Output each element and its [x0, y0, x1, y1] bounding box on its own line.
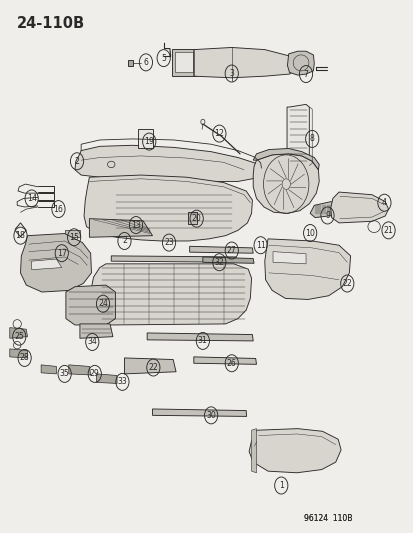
Text: 30: 30 — [206, 411, 216, 420]
Polygon shape — [31, 259, 62, 270]
Polygon shape — [64, 230, 80, 237]
Polygon shape — [84, 175, 252, 241]
Text: 96124  110B: 96124 110B — [303, 514, 351, 523]
Text: 9: 9 — [324, 211, 329, 220]
Polygon shape — [147, 333, 253, 341]
Polygon shape — [89, 219, 152, 237]
Text: 25: 25 — [14, 332, 24, 341]
Polygon shape — [41, 365, 56, 374]
Text: 11: 11 — [255, 241, 265, 250]
Text: 24: 24 — [98, 299, 108, 308]
Polygon shape — [264, 239, 350, 300]
Polygon shape — [188, 212, 196, 224]
Polygon shape — [75, 146, 260, 181]
Text: 22: 22 — [148, 363, 158, 372]
Polygon shape — [96, 374, 117, 383]
Polygon shape — [21, 233, 91, 292]
Text: 13: 13 — [131, 221, 141, 230]
Polygon shape — [152, 409, 246, 416]
Text: 20: 20 — [191, 214, 201, 223]
Polygon shape — [111, 256, 236, 262]
Text: 31: 31 — [197, 336, 207, 345]
Polygon shape — [175, 52, 192, 72]
Text: 96124  110B: 96124 110B — [303, 514, 351, 523]
Text: 23: 23 — [164, 238, 173, 247]
Polygon shape — [189, 246, 253, 253]
Text: 14: 14 — [26, 194, 37, 203]
Polygon shape — [10, 349, 27, 358]
Text: 8: 8 — [309, 134, 314, 143]
Text: 16: 16 — [53, 205, 63, 214]
Text: 12: 12 — [214, 129, 224, 138]
Polygon shape — [202, 257, 254, 263]
Polygon shape — [287, 51, 313, 75]
Text: 34: 34 — [87, 337, 97, 346]
Polygon shape — [309, 201, 339, 217]
Text: 3: 3 — [229, 69, 234, 78]
Text: 28: 28 — [20, 353, 29, 362]
Text: 19: 19 — [144, 137, 154, 146]
Text: 27: 27 — [226, 246, 236, 255]
Polygon shape — [107, 177, 133, 185]
Polygon shape — [251, 429, 256, 473]
Polygon shape — [253, 149, 318, 169]
Polygon shape — [128, 60, 133, 66]
Polygon shape — [249, 429, 340, 473]
Text: 29: 29 — [90, 369, 100, 378]
Text: 32: 32 — [214, 258, 224, 266]
Text: 21: 21 — [383, 226, 392, 235]
Text: 2: 2 — [122, 237, 127, 246]
Polygon shape — [90, 264, 251, 325]
Polygon shape — [253, 154, 318, 213]
Polygon shape — [66, 285, 115, 325]
Text: 6: 6 — [143, 58, 148, 67]
Text: 35: 35 — [59, 369, 69, 378]
Text: 33: 33 — [117, 377, 127, 386]
Text: 1: 1 — [278, 481, 283, 490]
Polygon shape — [286, 104, 309, 166]
Text: 5: 5 — [161, 54, 166, 62]
Text: 26: 26 — [226, 359, 236, 368]
Polygon shape — [124, 358, 176, 374]
Polygon shape — [10, 328, 27, 338]
Polygon shape — [330, 192, 388, 223]
Polygon shape — [272, 252, 305, 264]
Polygon shape — [193, 47, 297, 78]
Text: 15: 15 — [69, 233, 79, 242]
Polygon shape — [80, 324, 113, 338]
Polygon shape — [138, 130, 152, 149]
Polygon shape — [171, 49, 196, 76]
Polygon shape — [69, 365, 90, 375]
Text: 4: 4 — [381, 198, 386, 207]
Text: 22: 22 — [342, 279, 351, 288]
Text: 18: 18 — [16, 231, 25, 240]
Text: 2: 2 — [74, 157, 79, 166]
Text: 7: 7 — [303, 70, 308, 78]
Text: 10: 10 — [304, 229, 314, 238]
Text: 24-110B: 24-110B — [17, 15, 85, 30]
Text: 17: 17 — [57, 249, 66, 258]
Polygon shape — [193, 357, 256, 365]
